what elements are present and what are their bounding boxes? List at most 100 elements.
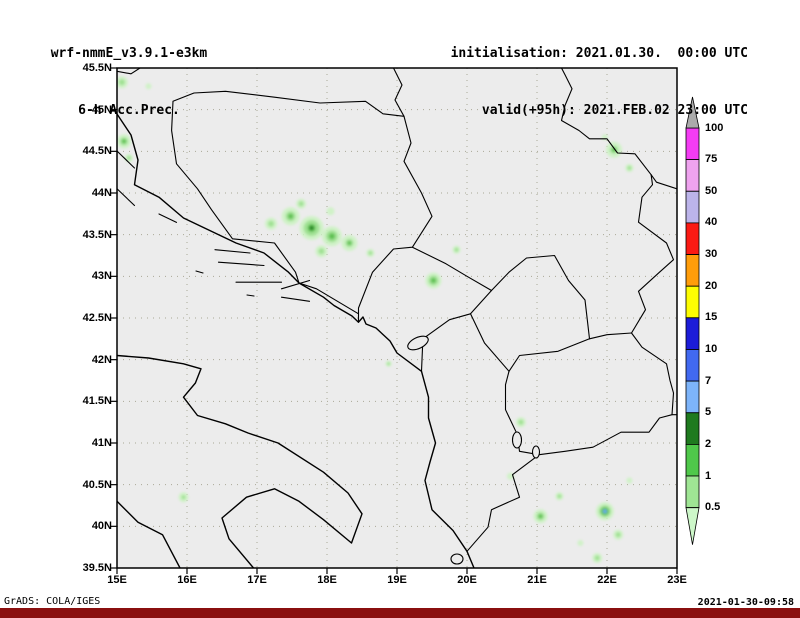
bottom-color-bar	[0, 608, 800, 618]
lat-tick-label: 43.5N	[82, 228, 112, 241]
precip-blob	[288, 213, 294, 219]
lon-tick-label: 19E	[387, 574, 407, 586]
precip-blob	[118, 79, 125, 86]
precip-blob	[309, 226, 314, 230]
colorbar-tick-label: 5	[705, 406, 712, 419]
creation-timestamp: 2021-01-30-09:58	[697, 597, 794, 608]
colorbar-tick-label: 7	[705, 374, 712, 387]
colorbar-segment	[685, 159, 700, 192]
colorbar-segment	[685, 443, 700, 477]
precip-blob	[615, 532, 621, 538]
colorbar	[685, 96, 700, 545]
lon-tick-label: 18E	[317, 574, 337, 586]
precip-blob	[454, 247, 459, 252]
colorbar-segment	[685, 475, 700, 509]
colorbar-segment	[685, 190, 700, 224]
precip-blob	[122, 139, 126, 144]
colorbar-tick-label: 100	[705, 121, 724, 134]
title-block-left: wrf-nmmE_v3.9.1-e3km 6-h Acc.Prec.	[14, 6, 244, 158]
border-kosovo-montenegro	[469, 289, 493, 315]
precip-blob	[318, 248, 325, 255]
lat-tick-label: 39.5N	[82, 561, 112, 574]
colorbar-tick-label: 40	[705, 216, 718, 229]
border-albania-greece	[466, 454, 540, 552]
border-bosnia	[171, 90, 433, 323]
lat-tick-label: 42N	[91, 353, 112, 366]
border-albania-macedonia	[504, 370, 540, 456]
precip-blob	[368, 251, 373, 255]
lat-tick-label: 41.5N	[82, 395, 112, 408]
colorbar-tick-label: 20	[705, 279, 718, 292]
border-croatia-serbia	[392, 68, 405, 117]
lat-tick-label: 44N	[91, 186, 112, 199]
lon-tick-label: 16E	[177, 574, 197, 586]
init-time-label: initialisation: 2021.01.30. 00:00 UTC	[450, 46, 748, 61]
lat-tick-label: 42.5N	[82, 311, 112, 324]
border-serbia-kosovo	[490, 254, 591, 340]
colorbar-tick-label: 30	[705, 248, 718, 261]
lon-tick-label: 22E	[597, 574, 617, 586]
croatian-islands	[117, 150, 311, 302]
colorbar-tick-label: 50	[705, 184, 718, 197]
colorbar-segment	[685, 222, 700, 255]
precip-blob	[145, 83, 152, 90]
coastline-italy-adriatic	[117, 354, 363, 568]
colorbar-tick-label: 0.5	[705, 501, 721, 514]
lon-tick-label: 17E	[247, 574, 267, 586]
border-kosovo-albania	[469, 313, 510, 372]
precip-blob	[347, 241, 352, 245]
coastline-italy-west	[117, 500, 181, 568]
precip-blob	[298, 201, 304, 207]
precip-blob	[126, 156, 131, 160]
colorbar-segment	[685, 412, 700, 445]
border-montenegro-albania	[420, 313, 472, 372]
precip-blob	[538, 514, 543, 519]
border-serbia-macedonia	[588, 332, 633, 340]
colorbar-tick-label: 75	[705, 153, 718, 166]
lon-tick-label: 20E	[457, 574, 477, 586]
colorbar-arrow-top	[685, 96, 700, 129]
border-slovenia-croatia	[117, 68, 141, 75]
colorbar-tick-label: 10	[705, 342, 718, 355]
precip-blob	[557, 494, 562, 499]
colorbar-segment	[685, 317, 700, 350]
colorbar-tick-label: 15	[705, 311, 718, 324]
model-title: wrf-nmmE_v3.9.1-e3km	[50, 46, 208, 61]
colorbar-segment	[685, 285, 700, 319]
precip-blob	[181, 495, 186, 500]
precip-blob	[387, 362, 391, 366]
lat-tick-label: 43N	[91, 270, 112, 283]
lat-tick-label: 40N	[91, 520, 112, 533]
precip-blob	[268, 220, 274, 227]
precip-blob	[328, 233, 335, 240]
precip-blob	[627, 166, 632, 170]
lat-tick-label: 40.5N	[82, 478, 112, 491]
map-background	[117, 68, 677, 568]
precip-blob	[602, 509, 608, 514]
precip-blob	[326, 207, 335, 216]
lake-ohrid	[511, 431, 523, 449]
precip-blob	[594, 555, 600, 561]
coastline-adriatic-east	[117, 113, 475, 568]
precip-blob	[577, 540, 584, 546]
geography-layer	[117, 68, 677, 568]
precipitation-layer	[117, 76, 634, 563]
border-serbia-romania	[560, 68, 652, 176]
border-montenegro-serbia	[411, 246, 493, 292]
grads-stamp: GrADS: COLA/IGES	[4, 596, 101, 607]
lon-tick-label: 21E	[527, 574, 547, 586]
colorbar-segment	[685, 254, 700, 287]
border-danube-bulgaria-romania	[650, 174, 677, 190]
precip-blob	[518, 419, 524, 425]
border-macedonia-greece	[538, 414, 677, 456]
colorbar-arrow-bottom	[685, 507, 700, 545]
valid-time-label: valid(+95h): 2021.FEB.02 23:00 UTC	[481, 103, 748, 118]
lon-tick-label: 23E	[667, 574, 687, 586]
precip-blob	[430, 278, 436, 283]
title-block-right: initialisation: 2021.01.30. 00:00 UTC va…	[451, 6, 748, 158]
colorbar-tick-label: 2	[705, 437, 712, 450]
lat-tick-label: 41N	[91, 436, 112, 449]
product-title: 6-h Acc.Prec.	[78, 103, 180, 118]
